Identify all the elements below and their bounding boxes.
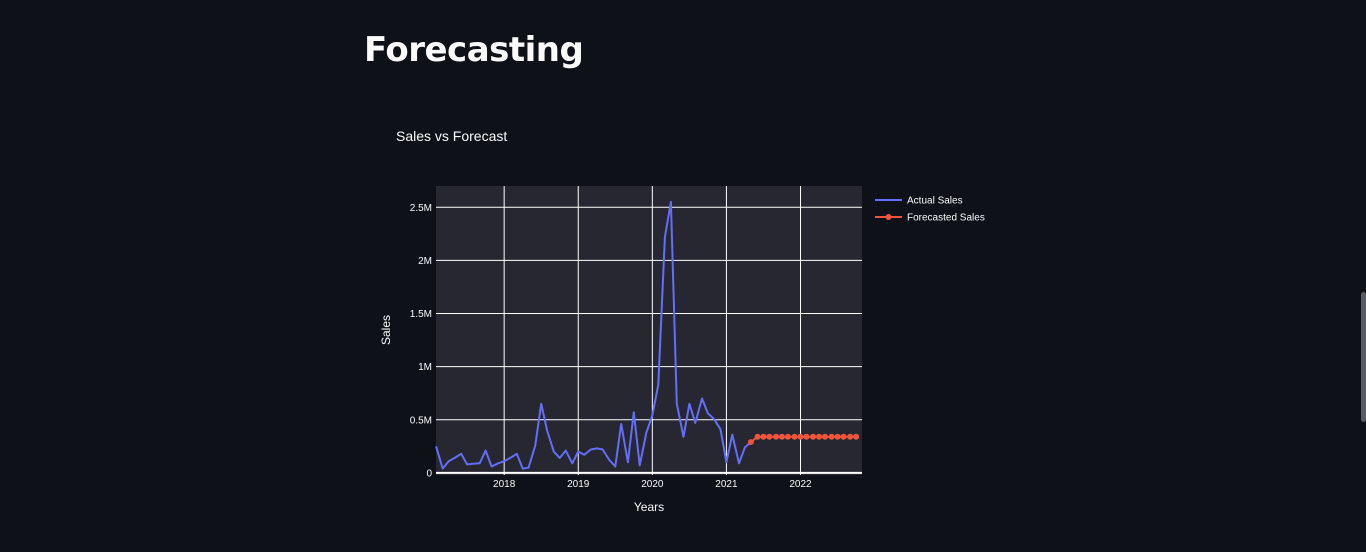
x-tick-labels: 2018 2019 2020 2021 2022 (493, 479, 812, 490)
y-tick-label: 0 (426, 468, 432, 479)
y-axis-label: Sales (379, 315, 393, 345)
x-gridlines (503, 186, 802, 475)
data-point[interactable] (816, 433, 823, 440)
x-tick-label: 2019 (567, 479, 590, 490)
x-tick-label: 2018 (493, 479, 516, 490)
page-title: Forecasting (364, 30, 584, 70)
y-gridlines (436, 206, 862, 474)
legend-label: Actual Sales (907, 196, 963, 207)
series-layer (435, 200, 860, 470)
legend-label: Forecasted Sales (907, 213, 985, 224)
data-point[interactable] (766, 433, 773, 440)
data-point[interactable] (834, 433, 841, 440)
data-point[interactable] (773, 433, 780, 440)
data-point[interactable] (791, 433, 798, 440)
x-tick-label: 2022 (789, 479, 812, 490)
data-point[interactable] (847, 433, 854, 440)
legend-marker (885, 214, 892, 220)
data-point[interactable] (828, 433, 835, 440)
y-tick-label: 0.5M (410, 415, 432, 426)
series-actual-sales[interactable] (435, 200, 752, 470)
x-axis-label: Years (634, 500, 664, 514)
legend-item[interactable]: Actual Sales (875, 196, 963, 207)
y-tick-labels: 0 0.5M 1M 1.5M 2M 2.5M (410, 203, 433, 480)
x-tick-label: 2020 (641, 479, 664, 490)
y-tick-label: 2M (418, 256, 432, 267)
x-tick-label: 2021 (715, 479, 738, 490)
plot-area (436, 186, 862, 475)
y-tick-label: 1M (418, 362, 432, 373)
data-point[interactable] (747, 439, 754, 446)
scrollbar[interactable] (1361, 292, 1366, 422)
data-point[interactable] (784, 433, 791, 440)
data-point[interactable] (840, 433, 847, 440)
legend-item[interactable]: Forecasted Sales (875, 213, 985, 224)
series-forecasted-sales[interactable] (747, 433, 860, 446)
data-point[interactable] (778, 433, 785, 440)
data-point[interactable] (760, 433, 767, 440)
data-point[interactable] (853, 433, 860, 440)
y-tick-label: 2.5M (410, 203, 432, 214)
chart-title: Sales vs Forecast (396, 128, 507, 144)
data-point[interactable] (754, 433, 761, 440)
data-point[interactable] (797, 433, 804, 440)
series-line[interactable] (435, 200, 752, 470)
data-point[interactable] (821, 433, 828, 440)
y-tick-label: 1.5M (410, 309, 432, 320)
data-point[interactable] (810, 433, 817, 440)
data-point[interactable] (803, 433, 810, 440)
legend[interactable]: Actual Sales Forecasted Sales (875, 196, 985, 224)
